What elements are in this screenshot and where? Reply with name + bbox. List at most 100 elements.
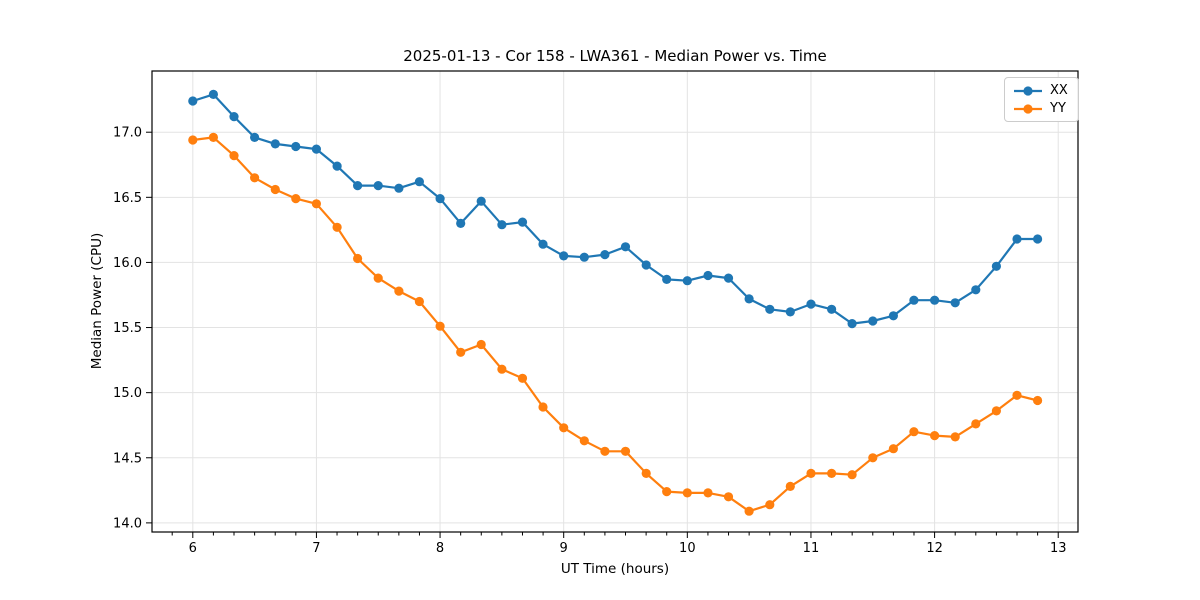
x-axis-label: UT Time (hours) [560,561,670,577]
data-point-marker [600,250,610,260]
data-point-marker [311,199,321,209]
data-point-marker [868,316,878,326]
data-point-marker [662,274,672,284]
data-point-marker [332,222,342,232]
legend-entry-xx: XX [1013,83,1068,98]
data-point-marker [414,296,424,307]
data-point-marker [353,181,363,191]
data-point-marker [1033,395,1043,406]
data-point-marker [662,487,672,497]
data-point-marker [559,251,569,261]
data-point-marker [723,273,734,283]
data-point-marker [538,402,548,412]
data-point-marker [353,253,363,264]
data-point-marker [971,285,981,295]
data-point-marker [827,304,837,314]
series-xx [188,89,1043,329]
data-point-marker [991,406,1002,416]
x-tick-label: 9 [560,541,568,556]
data-point-marker [785,307,795,317]
data-point-marker [806,299,816,309]
data-point-marker [208,89,218,99]
chart-title: 2025-01-13 - Cor 158 - LWA361 - Median P… [403,47,827,65]
x-tick-label: 8 [436,541,444,556]
data-point-marker [744,294,754,304]
data-point-marker [703,270,713,281]
data-point-marker [600,446,610,456]
data-point-marker [497,220,507,230]
y-tick-label: 14.5 [113,451,142,466]
x-tick-label: 10 [679,541,696,556]
data-point-marker [291,141,301,152]
data-point-marker [641,468,651,478]
data-point-marker [476,196,486,206]
data-point-marker [250,132,260,142]
data-point-marker [270,139,280,149]
data-point-marker [847,319,857,329]
data-point-marker [373,273,383,283]
legend-label-yy: YY [1050,101,1066,116]
data-point-marker [414,177,424,187]
data-point-marker [723,492,734,502]
data-point-marker [497,364,507,374]
data-point-marker [1012,234,1022,244]
data-point-marker [888,444,899,454]
data-point-marker [311,144,321,154]
data-point-marker [765,304,775,314]
data-point-marker [909,295,919,305]
data-point-marker [620,242,631,252]
y-tick-label: 14.0 [113,516,142,531]
data-point-marker [579,252,589,262]
data-point-marker [930,431,940,441]
data-point-marker [909,427,919,437]
data-point-marker [744,506,754,516]
y-axis-label: Median Power (CPU) [89,232,105,370]
data-point-marker [559,423,569,433]
data-point-marker [930,295,940,305]
x-tick-label: 11 [803,541,820,556]
data-point-marker [373,181,383,191]
data-point-marker [620,446,631,456]
legend: XX YY [1004,77,1079,122]
data-point-marker [476,339,486,350]
y-tick-label: 15.0 [113,386,142,401]
data-point-marker [291,194,301,204]
legend-entry-yy: YY [1013,101,1068,116]
axis-ticks [146,131,1059,538]
data-point-marker [991,261,1002,271]
data-point-marker [394,183,404,193]
data-point-marker [682,276,692,286]
legend-line-marker-icon [1014,103,1042,114]
data-point-marker [250,173,260,183]
data-point-marker [456,218,466,228]
data-point-marker [806,468,816,478]
data-point-marker [888,311,899,321]
data-point-marker [538,239,548,249]
x-tick-label: 7 [312,541,320,556]
data-point-marker [682,488,692,498]
y-tick-label: 17.0 [113,126,142,141]
data-point-marker [456,347,466,357]
data-point-marker [765,500,775,510]
data-point-marker [703,488,713,498]
data-point-marker [1033,234,1043,244]
data-point-marker [332,161,342,171]
data-point-marker [188,135,198,145]
data-point-marker [517,373,528,383]
tick-labels: 6 7 8 9 10 11 12 13 14.0 14.5 15.0 15.5 16.0 16.5 17.0 [113,126,1066,556]
data-point-marker [785,481,795,491]
data-point-marker [208,132,218,142]
y-tick-label: 15.5 [113,321,142,336]
axes-spines [151,70,1079,533]
data-point-marker [950,432,960,442]
data-point-marker [847,470,857,480]
data-point-marker [827,468,837,478]
data-point-marker [435,321,445,331]
legend-line-marker-icon [1014,85,1042,96]
data-point-marker [950,298,960,308]
data-point-marker [641,260,651,270]
data-point-marker [517,217,528,227]
y-tick-label: 16.5 [113,191,142,206]
